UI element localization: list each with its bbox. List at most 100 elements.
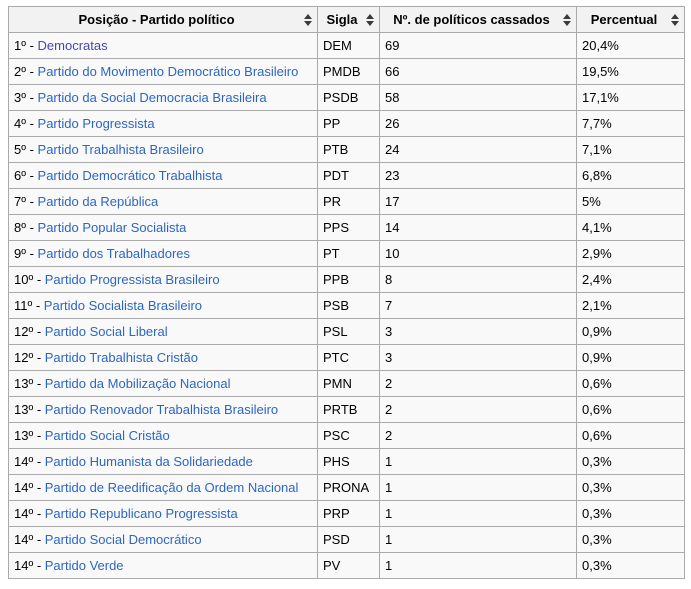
party-link[interactable]: Democratas	[37, 38, 108, 53]
column-header-cassados[interactable]: Nº. de políticos cassados	[379, 6, 577, 33]
party-link[interactable]: Partido dos Trabalhadores	[37, 246, 191, 261]
sigla-cell: PRTB	[317, 396, 380, 423]
position-label: 13º -	[14, 428, 45, 443]
sigla-cell: PSD	[317, 526, 380, 553]
cassados-cell: 1	[379, 500, 577, 527]
party-link[interactable]: Partido Popular Socialista	[37, 220, 187, 235]
table-row: 14º - Partido Social Democrático PSD 1 0,3%	[8, 526, 685, 553]
cassados-cell: 69	[379, 32, 577, 59]
position-label: 13º -	[14, 376, 45, 391]
table-row: 4º - Partido Progressista PP 26 7,7%	[8, 110, 685, 137]
party-link[interactable]: Partido Progressista Brasileiro	[44, 272, 220, 287]
percentual-cell: 0,3%	[576, 474, 685, 501]
table-row: 8º - Partido Popular Socialista PPS 14 4,1%	[8, 214, 685, 241]
sort-both-icon[interactable]	[366, 13, 374, 26]
party-link[interactable]: Partido Democrático Trabalhista	[37, 168, 223, 183]
party-cell: 14º - Partido Social Democrático	[8, 526, 318, 553]
percentual-cell: 0,3%	[576, 500, 685, 527]
percentual-cell: 0,6%	[576, 370, 685, 397]
party-cell: 3º - Partido da Social Democracia Brasil…	[8, 84, 318, 111]
party-cell: 14º - Partido Verde	[8, 552, 318, 579]
column-header-sigla[interactable]: Sigla	[317, 6, 380, 33]
cassados-cell: 1	[379, 474, 577, 501]
cassados-cell: 1	[379, 552, 577, 579]
position-label: 9º -	[14, 246, 38, 261]
table-row: 13º - Partido Social Cristão PSC 2 0,6%	[8, 422, 685, 449]
party-cell: 13º - Partido Social Cristão	[8, 422, 318, 449]
percentual-cell: 0,3%	[576, 448, 685, 475]
percentual-cell: 7,7%	[576, 110, 685, 137]
sort-both-icon[interactable]	[304, 13, 312, 26]
party-link[interactable]: Partido Social Liberal	[44, 324, 168, 339]
percentual-cell: 5%	[576, 188, 685, 215]
sigla-cell: PPS	[317, 214, 380, 241]
party-cell: 13º - Partido Renovador Trabalhista Bras…	[8, 396, 318, 423]
position-label: 3º -	[14, 90, 38, 105]
percentual-cell: 0,6%	[576, 422, 685, 449]
cassados-cell: 8	[379, 266, 577, 293]
party-link[interactable]: Partido Social Cristão	[44, 428, 170, 443]
table-row: 3º - Partido da Social Democracia Brasil…	[8, 84, 685, 111]
position-label: 7º -	[14, 194, 38, 209]
party-link[interactable]: Partido Humanista da Solidariedade	[44, 454, 253, 469]
table-row: 12º - Partido Trabalhista Cristão PTC 3 0,9…	[8, 344, 685, 371]
party-cell: 13º - Partido da Mobilização Nacional	[8, 370, 318, 397]
cassados-cell: 3	[379, 318, 577, 345]
percentual-cell: 17,1%	[576, 84, 685, 111]
sigla-cell: PR	[317, 188, 380, 215]
party-link[interactable]: Partido da Social Democracia Brasileira	[37, 90, 267, 105]
party-link[interactable]: Partido Progressista	[37, 116, 155, 131]
table-row: 9º - Partido dos Trabalhadores PT 10 2,9%	[8, 240, 685, 267]
party-link[interactable]: Partido Socialista Brasileiro	[43, 298, 203, 313]
position-label: 14º -	[14, 506, 45, 521]
party-link[interactable]: Partido da República	[37, 194, 159, 209]
sigla-cell: PMN	[317, 370, 380, 397]
table-row: 2º - Partido do Movimento Democrático Br…	[8, 58, 685, 85]
sigla-cell: PDT	[317, 162, 380, 189]
table-row: 14º - Partido de Reedificação da Ordem N…	[8, 474, 685, 501]
cassados-cell: 1	[379, 526, 577, 553]
party-link[interactable]: Partido da Mobilização Nacional	[44, 376, 231, 391]
position-label: 14º -	[14, 558, 45, 573]
table-row: 5º - Partido Trabalhista Brasileiro PTB 24…	[8, 136, 685, 163]
party-link[interactable]: Partido de Reedificação da Ordem Naciona…	[44, 480, 299, 495]
percentual-cell: 0,3%	[576, 526, 685, 553]
percentual-cell: 0,6%	[576, 396, 685, 423]
column-header-label: Sigla	[326, 12, 358, 27]
header-row: Posição - Partido político Sigla Nº. de …	[8, 6, 685, 33]
column-header-label: Percentual	[590, 12, 658, 27]
party-cell: 2º - Partido do Movimento Democrático Br…	[8, 58, 318, 85]
position-label: 8º -	[14, 220, 38, 235]
column-header-position-party[interactable]: Posição - Partido político	[8, 6, 318, 33]
party-link[interactable]: Partido Trabalhista Brasileiro	[37, 142, 204, 157]
position-label: 13º -	[14, 402, 45, 417]
position-label: 12º -	[14, 324, 45, 339]
party-link[interactable]: Partido Republicano Progressista	[44, 506, 238, 521]
percentual-cell: 6,8%	[576, 162, 685, 189]
cassados-cell: 14	[379, 214, 577, 241]
party-link[interactable]: Partido Verde	[44, 558, 124, 573]
party-cell: 7º - Partido da República	[8, 188, 318, 215]
column-header-percentual[interactable]: Percentual	[576, 6, 685, 33]
cassados-cell: 23	[379, 162, 577, 189]
percentual-cell: 0,9%	[576, 344, 685, 371]
position-label: 12º -	[14, 350, 45, 365]
percentual-cell: 2,1%	[576, 292, 685, 319]
sigla-cell: PTB	[317, 136, 380, 163]
table-row: 1º - Democratas DEM 69 20,4%	[8, 32, 685, 59]
party-cell: 12º - Partido Trabalhista Cristão	[8, 344, 318, 371]
cassados-cell: 58	[379, 84, 577, 111]
sort-both-icon[interactable]	[563, 13, 571, 26]
party-cell: 11º - Partido Socialista Brasileiro	[8, 292, 318, 319]
cassados-cell: 2	[379, 396, 577, 423]
party-cell: 8º - Partido Popular Socialista	[8, 214, 318, 241]
position-label: 11º -	[14, 298, 44, 313]
party-link[interactable]: Partido Trabalhista Cristão	[44, 350, 198, 365]
party-link[interactable]: Partido do Movimento Democrático Brasile…	[37, 64, 299, 79]
party-link[interactable]: Partido Social Democrático	[44, 532, 202, 547]
position-label: 4º -	[14, 116, 38, 131]
party-cell: 12º - Partido Social Liberal	[8, 318, 318, 345]
sort-both-icon[interactable]	[671, 13, 679, 26]
party-link[interactable]: Partido Renovador Trabalhista Brasileiro	[44, 402, 279, 417]
table-row: 12º - Partido Social Liberal PSL 3 0,9%	[8, 318, 685, 345]
